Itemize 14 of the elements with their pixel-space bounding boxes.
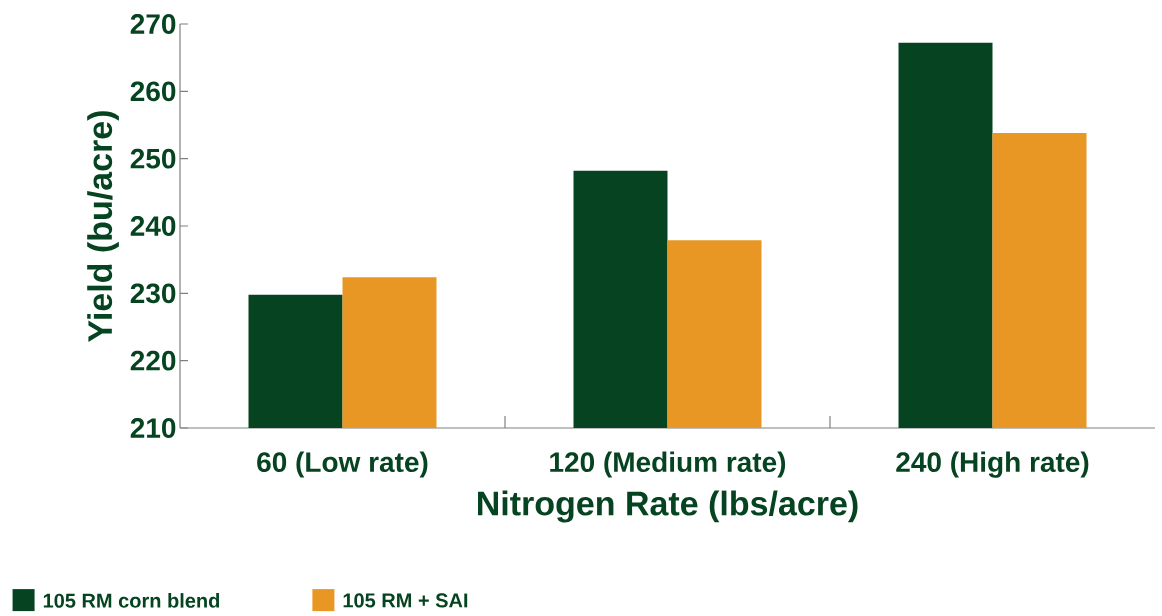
x-tick-label: 120 (Medium rate): [550, 451, 786, 478]
y-axis-title: Yield (bu/acre): [87, 111, 119, 342]
x-tick-label: 240 (High rate): [896, 451, 1089, 478]
y-tick-label: 230: [130, 283, 176, 304]
x-axis-title: Nitrogen Rate (lbs/acre): [478, 490, 858, 523]
x-tick-label: 60 (Low rate): [257, 451, 428, 478]
legend-label: 105 RM corn blend: [43, 593, 220, 608]
y-tick-label: 260: [130, 81, 176, 102]
y-tick-label: 240: [130, 216, 176, 236]
y-tick-label: 210: [130, 418, 176, 438]
y-tick-label: 270: [130, 14, 176, 34]
y-tick-label: 250: [130, 148, 176, 169]
legend-label: 105 RM + SAI: [343, 593, 468, 608]
y-tick-label: 220: [130, 350, 176, 371]
